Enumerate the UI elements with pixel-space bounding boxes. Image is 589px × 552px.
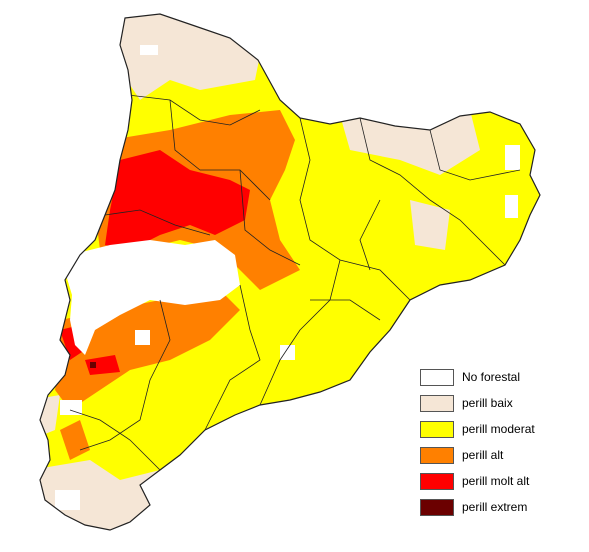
comarca-boundary xyxy=(239,169,301,266)
legend-item-perill-baix: perill baix xyxy=(420,390,580,416)
legend-swatch xyxy=(420,446,454,464)
legend-item-perill-moderat: perill moderat xyxy=(420,416,580,442)
legend-swatch xyxy=(420,498,454,516)
comarca-boundary xyxy=(79,299,171,451)
zone-veryhigh-west xyxy=(105,150,250,250)
legend-swatch xyxy=(420,368,454,386)
comarca-boundary xyxy=(169,99,271,201)
legend-swatch xyxy=(420,420,454,438)
zone-nonforest-plain xyxy=(66,240,240,355)
comarca-boundary xyxy=(359,199,381,271)
zone-low-northeast xyxy=(340,110,480,175)
catalonia-border xyxy=(39,13,541,531)
legend-swatch xyxy=(420,472,454,490)
legend: No forestal perill baix perill moderat p… xyxy=(420,364,580,520)
legend-label: perill alt xyxy=(462,448,504,462)
comarca-boundary xyxy=(259,259,341,406)
comarca-boundary xyxy=(69,409,161,471)
legend-item-perill-molt-alt: perill molt alt xyxy=(420,468,580,494)
comarca-boundary xyxy=(299,117,411,301)
legend-label: perill moderat xyxy=(462,422,535,436)
zone-low-southwest xyxy=(40,395,60,440)
comarca-boundary xyxy=(359,117,506,266)
legend-item-no-forestal: No forestal xyxy=(420,364,580,390)
legend-label: No forestal xyxy=(462,370,521,384)
comarca-boundary xyxy=(429,129,521,181)
legend-item-perill-extrem: perill extrem xyxy=(420,494,580,520)
legend-label: perill baix xyxy=(462,396,513,410)
comarca-boundary xyxy=(310,299,381,321)
zone-veryhigh-south2 xyxy=(85,355,120,375)
legend-label: perill molt alt xyxy=(462,474,530,488)
zone-extreme-spot xyxy=(90,362,96,368)
legend-swatch xyxy=(420,394,454,412)
comarca-boundary xyxy=(127,94,261,126)
zone-low-east xyxy=(410,200,450,250)
legend-label: perill extrem xyxy=(462,500,528,514)
comarca-boundary xyxy=(204,284,261,431)
comarca-boundary xyxy=(104,209,211,236)
legend-item-perill-alt: perill alt xyxy=(420,442,580,468)
zone-high-south xyxy=(60,420,90,460)
